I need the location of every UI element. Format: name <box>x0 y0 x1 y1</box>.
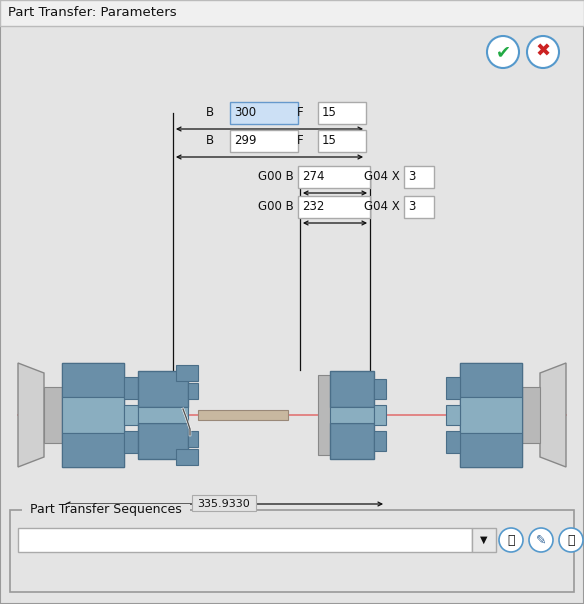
Text: F: F <box>297 135 304 147</box>
Bar <box>446 431 460 453</box>
Circle shape <box>499 528 523 552</box>
Bar <box>522 387 540 443</box>
Bar <box>192 495 256 511</box>
Bar <box>198 410 288 420</box>
Text: 335.9330: 335.9330 <box>197 499 251 509</box>
Circle shape <box>487 36 519 68</box>
Bar <box>374 405 386 425</box>
Bar <box>374 379 386 399</box>
Bar <box>330 371 374 407</box>
Bar <box>298 196 370 218</box>
Bar <box>446 377 460 399</box>
Bar <box>318 102 366 124</box>
Text: G04 X: G04 X <box>364 170 400 184</box>
Bar <box>124 377 138 399</box>
Bar <box>472 528 496 552</box>
Bar <box>188 383 198 399</box>
Bar <box>374 431 386 451</box>
Text: G00 B: G00 B <box>258 170 294 184</box>
Bar <box>124 405 138 425</box>
Polygon shape <box>18 363 44 467</box>
Text: 299: 299 <box>234 135 256 147</box>
Bar <box>404 166 434 188</box>
Text: 3: 3 <box>408 201 415 213</box>
Bar <box>318 375 330 455</box>
Text: F: F <box>297 106 304 120</box>
Circle shape <box>529 528 553 552</box>
Circle shape <box>559 528 583 552</box>
Bar <box>460 433 522 467</box>
Text: Part Transfer Sequences: Part Transfer Sequences <box>22 504 190 516</box>
Bar <box>318 130 366 152</box>
Bar <box>124 431 138 453</box>
Bar <box>176 365 198 381</box>
Text: 300: 300 <box>234 106 256 120</box>
Text: 15: 15 <box>322 135 337 147</box>
Text: G04 X: G04 X <box>364 201 400 213</box>
Bar <box>10 510 574 592</box>
Bar <box>138 423 188 459</box>
Bar <box>176 449 198 465</box>
Text: 📋: 📋 <box>507 533 515 547</box>
Bar <box>404 196 434 218</box>
Text: 15: 15 <box>322 106 337 120</box>
Bar <box>62 433 124 467</box>
Bar <box>230 130 298 152</box>
Text: G00 B: G00 B <box>258 201 294 213</box>
Bar <box>62 397 124 433</box>
Bar <box>298 166 370 188</box>
Text: ✎: ✎ <box>536 533 546 547</box>
Text: B: B <box>206 135 214 147</box>
Bar <box>62 363 124 397</box>
Bar <box>18 528 472 552</box>
Bar <box>460 363 522 467</box>
Circle shape <box>527 36 559 68</box>
Text: ▼: ▼ <box>480 535 488 545</box>
Polygon shape <box>540 363 566 467</box>
Bar <box>0 0 584 26</box>
Bar <box>330 407 374 423</box>
Bar <box>138 407 188 423</box>
Text: B: B <box>206 106 214 120</box>
Bar <box>330 423 374 459</box>
Bar <box>44 387 62 443</box>
Bar <box>446 405 460 425</box>
Text: 🗑: 🗑 <box>567 533 575 547</box>
Text: ✔: ✔ <box>495 43 510 61</box>
Text: 274: 274 <box>302 170 325 184</box>
Bar <box>62 363 124 467</box>
Text: Part Transfer: Parameters: Part Transfer: Parameters <box>8 7 176 19</box>
Bar <box>460 397 522 433</box>
Bar <box>230 102 298 124</box>
Text: 232: 232 <box>302 201 324 213</box>
Bar <box>460 363 522 397</box>
Text: ✖: ✖ <box>536 43 551 61</box>
Text: 3: 3 <box>408 170 415 184</box>
Bar <box>188 431 198 447</box>
Bar <box>138 371 188 407</box>
